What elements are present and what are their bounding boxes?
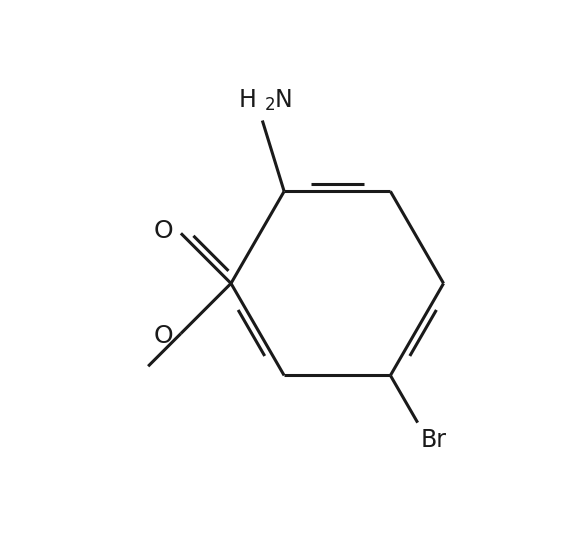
Text: O: O bbox=[154, 324, 173, 348]
Text: 2: 2 bbox=[265, 96, 276, 114]
Text: H: H bbox=[239, 88, 257, 112]
Text: N: N bbox=[274, 88, 292, 112]
Text: Br: Br bbox=[420, 428, 447, 452]
Text: O: O bbox=[154, 219, 173, 243]
